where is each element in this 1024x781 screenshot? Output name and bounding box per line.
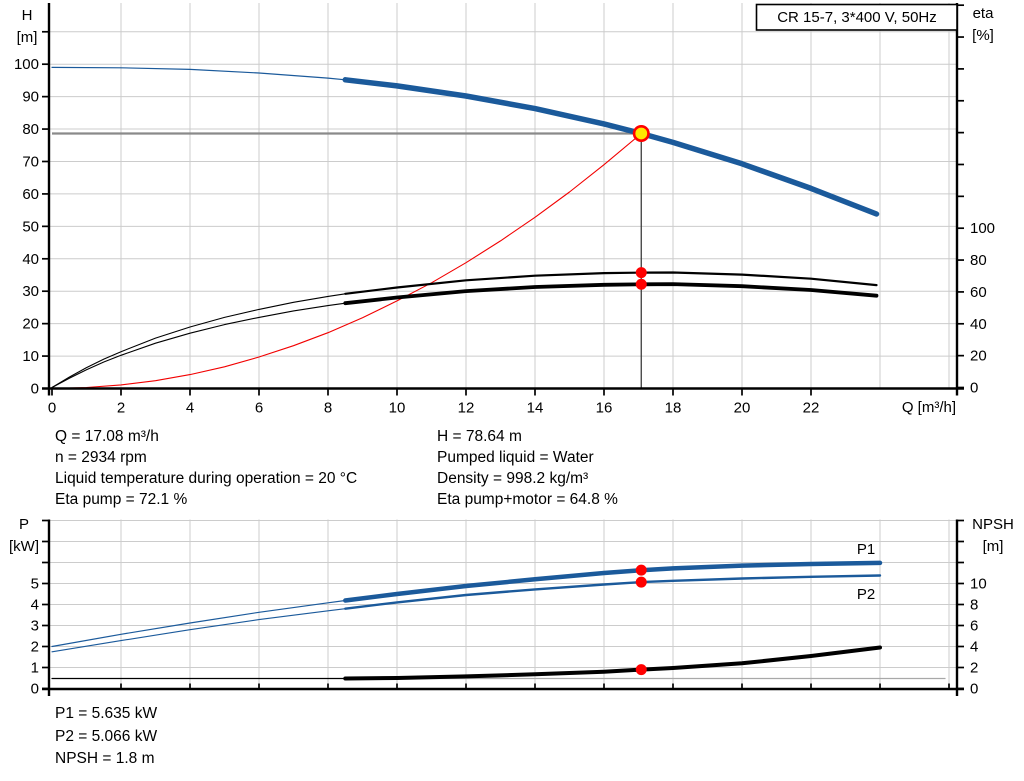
q-axis-unit: Q [m³/h] [902,399,956,416]
svg-text:0: 0 [31,681,39,698]
svg-text:60: 60 [22,186,39,203]
svg-text:3: 3 [31,618,39,635]
title-box-border [755,3,958,31]
annotation-eta-pump-motor: Eta pump+motor = 64.8 % [437,491,618,508]
annotation-density: Density = 998.2 kg/m³ [437,470,588,487]
tick-labels: 0 2 4 6 8 10 12 14 16 18 20 22 0 10 20 30 40 50 60 70 80 90 10… [14,56,995,416]
system-curve [51,132,642,390]
eta-pump-curve [51,271,878,389]
h-axis-unit: [m] [17,29,38,46]
svg-text:6: 6 [255,400,263,417]
gridlines [49,519,957,689]
annotation-p1: P1 = 5.635 kW [55,705,157,722]
svg-text:14: 14 [527,400,544,417]
annotation-head: H = 78.64 m [437,428,522,445]
svg-text:1: 1 [31,660,39,677]
annotation-npsh: NPSH = 1.8 m [55,750,155,767]
duty-dot [635,664,647,676]
svg-text:12: 12 [458,400,475,417]
svg-text:0: 0 [31,381,39,398]
p-axis-unit: [kW] [9,538,39,555]
operating-point-marker [632,124,650,142]
svg-text:4: 4 [186,400,194,417]
annotation-liquid-temperature: Liquid temperature during operation = 20… [55,470,357,487]
svg-text:2: 2 [117,400,125,417]
p2-series-label: P2 [857,586,875,603]
npsh-axis-unit: [m] [983,538,1004,555]
pump-head-chart: 0 2 4 6 8 10 12 14 16 18 20 22 0 10 20 30 40 50 60 70 80 90 10… [14,3,995,417]
duty-dot [635,576,647,588]
svg-text:18: 18 [665,400,682,417]
axis-lines [42,519,964,696]
axis-lines [42,3,964,396]
duty-point-markers [635,564,647,676]
pump-model-title: CR 15-7, 3*400 V, 50Hz [777,9,937,26]
annotation-p2: P2 = 5.066 kW [55,728,157,745]
svg-text:4: 4 [970,639,978,656]
p-axis-label: P [19,516,29,533]
series [51,66,880,390]
svg-text:50: 50 [22,218,39,235]
svg-text:2: 2 [31,639,39,656]
svg-text:20: 20 [734,400,751,417]
p2-curve [51,574,882,653]
svg-text:10: 10 [22,348,39,365]
axis-ticks [42,519,964,690]
svg-text:4: 4 [31,597,39,614]
svg-text:10: 10 [389,400,406,417]
svg-text:0: 0 [970,681,978,698]
svg-text:100: 100 [14,56,39,73]
svg-text:5: 5 [31,576,39,593]
svg-text:40: 40 [22,251,39,268]
svg-text:80: 80 [22,121,39,138]
duty-dot [635,267,647,279]
tick-labels: 0 1 2 3 4 5 0 2 4 6 8 10 [31,576,987,698]
operating-point-annotations: Q = 17.08 m³/h n = 2934 rpm Liquid tempe… [55,428,618,508]
svg-text:2: 2 [970,660,978,677]
svg-text:80: 80 [970,252,987,269]
svg-text:100: 100 [970,220,995,237]
svg-text:60: 60 [970,284,987,301]
svg-text:6: 6 [970,618,978,635]
svg-text:8: 8 [324,400,332,417]
svg-text:10: 10 [970,576,987,593]
svg-text:30: 30 [22,283,39,300]
npsh-curve [51,645,882,681]
svg-text:20: 20 [22,316,39,333]
duty-dot [635,564,647,576]
chart-title-box: CR 15-7, 3*400 V, 50Hz [755,3,958,31]
svg-text:22: 22 [803,400,820,417]
h-axis-label: H [22,7,33,24]
svg-text:0: 0 [48,400,56,417]
annotation-q: Q = 17.08 m³/h [55,428,159,445]
svg-text:8: 8 [970,597,978,614]
annotation-eta-pump: Eta pump = 72.1 % [55,491,187,508]
power-annotations: P1 = 5.635 kW P2 = 5.066 kW NPSH = 1.8 m [55,705,157,767]
svg-text:70: 70 [22,153,39,170]
eta-axis-label: eta [973,5,995,22]
svg-text:0: 0 [970,380,978,397]
power-npsh-chart: 0 1 2 3 4 5 0 2 4 6 8 10 [31,519,987,698]
eta-pump-motor-curve [51,282,879,389]
annotation-pumped-liquid: Pumped liquid = Water [437,449,594,466]
svg-text:40: 40 [970,316,987,333]
annotation-speed: n = 2934 rpm [55,449,147,466]
axis-ticks [42,4,964,396]
duty-point-markers [632,124,650,290]
series [51,560,883,681]
p1-curve [51,560,883,648]
svg-text:20: 20 [970,348,987,365]
svg-text:90: 90 [22,89,39,106]
gridlines [49,3,957,389]
duty-dot [635,278,647,290]
svg-text:16: 16 [596,400,613,417]
pump-curve [51,66,880,217]
p1-series-label: P1 [857,541,875,558]
eta-axis-unit: [%] [972,27,994,44]
npsh-axis-label: NPSH [972,516,1014,533]
